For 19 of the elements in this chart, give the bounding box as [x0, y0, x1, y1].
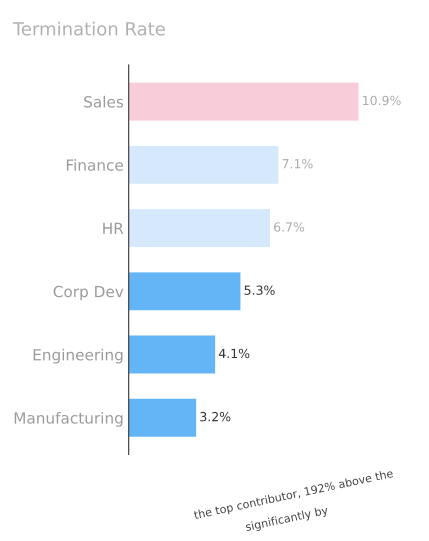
y-tick-label: Finance — [66, 159, 124, 171]
data-label: 4.1% — [218, 348, 250, 358]
bar — [128, 272, 240, 310]
data-label: 10.9% — [363, 96, 401, 106]
y-tick-label: Manufacturing — [14, 412, 122, 427]
y-tick-label: Corp Dev — [54, 286, 124, 300]
bar — [128, 209, 270, 248]
data-label: 6.7% — [274, 222, 304, 232]
data-label: 3.2% — [200, 412, 230, 422]
chart-title: Termination Rate — [12, 22, 165, 36]
y-tick-label: HR — [103, 222, 124, 234]
y-tick-label: Sales — [84, 96, 124, 108]
bar — [128, 146, 278, 184]
bar — [128, 336, 216, 374]
data-label: 5.3% — [244, 285, 275, 295]
data-label: 7.1% — [282, 159, 313, 168]
y-tick-label: Engineering — [34, 348, 122, 364]
bar — [128, 82, 359, 121]
bar — [128, 398, 196, 437]
